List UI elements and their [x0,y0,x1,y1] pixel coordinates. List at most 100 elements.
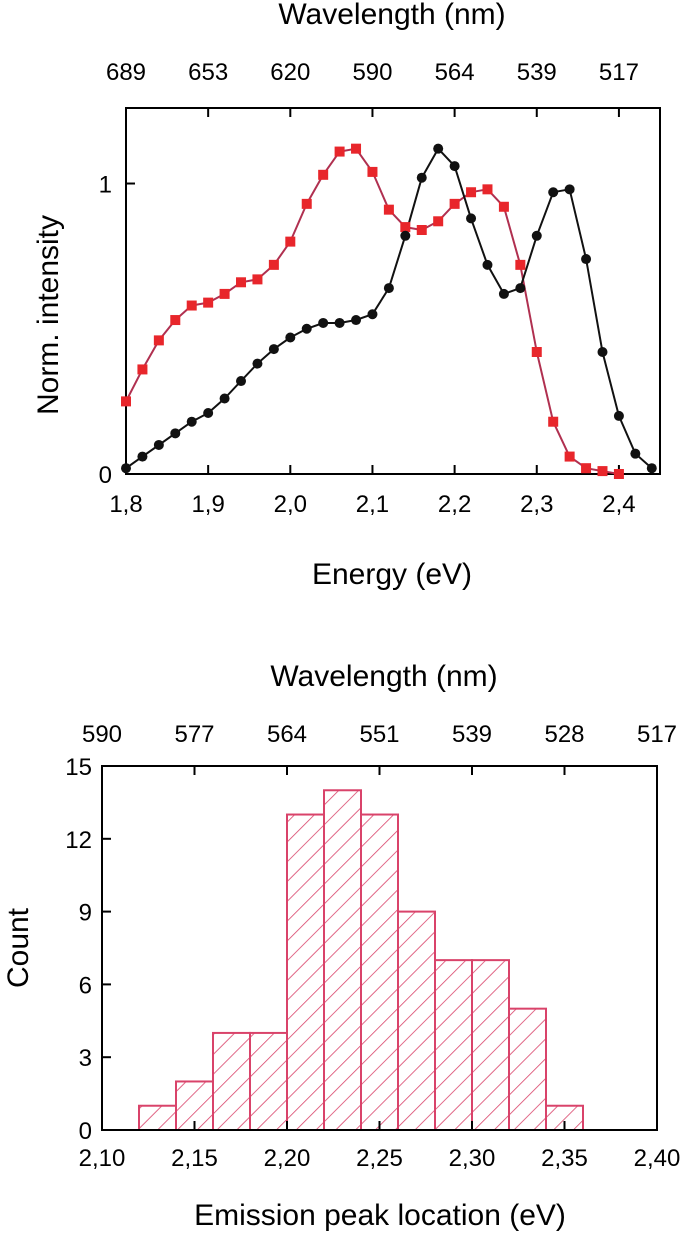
x-tick-label: 2,10 [79,1145,126,1172]
data-point [170,428,181,439]
bottom-chart-bars [138,789,584,1132]
data-point [186,416,197,427]
data-point [498,288,509,299]
top-tick-label: 539 [452,721,492,748]
data-point [268,344,279,355]
bottom-chart-x-tick-labels: 2,10 2,15 2,20 2,25 2,30 2,35 2,40 [79,1145,681,1172]
data-point [482,184,493,195]
x-tick-label: 2,30 [449,1145,496,1172]
top-tick-label: 577 [174,721,214,748]
top-chart-fit-lines [125,147,653,475]
data-point [466,187,477,198]
x-tick-label: 2,20 [264,1145,311,1172]
data-point [613,410,624,421]
data-point [630,448,641,459]
data-point [383,283,394,294]
y-tick-label: 15 [65,754,92,781]
bottom-chart-top-tick-labels: 590 577 564 551 539 528 517 [82,721,677,748]
top-tick-label: 517 [599,59,639,86]
bottom-chart-top-axis-title: Wavelength (nm) [270,660,497,693]
data-point [219,288,230,299]
top-tick-label: 653 [188,59,228,86]
histogram-bar [434,959,473,1132]
data-point [564,184,575,195]
data-point [285,236,296,247]
data-point [400,230,411,241]
data-point [433,216,444,227]
data-point [334,317,345,328]
data-point [252,274,263,285]
data-point [285,332,296,343]
data-point [416,172,427,183]
data-point [301,198,312,209]
data-point [121,463,131,474]
data-point [400,222,411,233]
top-tick-label: 551 [359,721,399,748]
top-tick-label: 564 [435,59,475,86]
data-point [268,259,279,270]
data-point [597,347,608,357]
bottom-chart-x-axis-title: Emission peak location (eV) [194,1199,566,1232]
top-chart-ticks [125,108,620,475]
data-point [548,416,559,427]
x-tick-label: 2,3 [520,491,553,518]
top-chart-y-tick-labels: 01 [99,172,112,489]
data-point [318,169,329,180]
data-point [153,439,164,450]
data-point [531,347,542,357]
data-point [203,297,214,308]
data-point [153,335,164,346]
histogram-bar [212,1031,251,1132]
data-point [581,254,592,265]
y-tick-label: 6 [79,972,92,999]
data-point [498,201,509,212]
data-point [433,143,444,154]
data-point [236,277,247,288]
histogram-bar [508,1007,547,1132]
histogram-bar [286,813,325,1131]
data-point [318,317,329,328]
top-chart-top-axis-title: Wavelength (nm) [278,0,505,31]
data-point [186,300,197,311]
y-tick-label: 0 [99,462,112,489]
bottom-chart-ticks [101,765,658,1131]
data-point [581,463,592,474]
data-point [137,451,148,462]
x-tick-label: 1,8 [109,491,142,518]
top-tick-label: 590 [352,59,392,86]
x-tick-label: 2,1 [356,491,389,518]
top-chart-y-axis-title: Norm. intensity [32,215,65,415]
data-point [646,463,657,474]
data-point [351,143,362,154]
x-tick-label: 2,25 [356,1145,403,1172]
x-tick-label: 2,4 [602,491,635,518]
x-tick-label: 2,40 [634,1145,681,1172]
histogram-bar [471,959,510,1132]
data-point [482,259,493,270]
fit-line-series-2 [125,147,653,470]
y-tick-label: 3 [79,1045,92,1072]
data-point [219,393,230,404]
top-tick-label: 517 [637,721,677,748]
y-tick-label: 0 [79,1118,92,1145]
data-point [121,396,131,407]
x-tick-label: 1,9 [191,491,224,518]
data-point [170,315,181,326]
histogram-bar [138,1104,177,1131]
y-tick-label: 1 [99,172,112,199]
x-tick-label: 2,35 [541,1145,588,1172]
histogram-chart: Wavelength (nm) 590 577 564 551 539 528 517 2,… [2,660,680,1232]
top-tick-label: 528 [544,721,584,748]
data-point [383,204,394,215]
data-point [597,466,608,477]
y-tick-label: 12 [65,827,92,854]
data-point [367,309,378,320]
spectrum-chart: Wavelength (nm) 689 653 620 590 564 539 517 1,… [32,0,661,591]
top-tick-label: 689 [106,59,146,86]
top-chart-data-points [121,143,657,479]
x-tick-label: 2,15 [171,1145,218,1172]
data-point [351,315,362,326]
histogram-bar [360,813,399,1131]
data-point [301,323,312,334]
data-point [449,198,460,209]
